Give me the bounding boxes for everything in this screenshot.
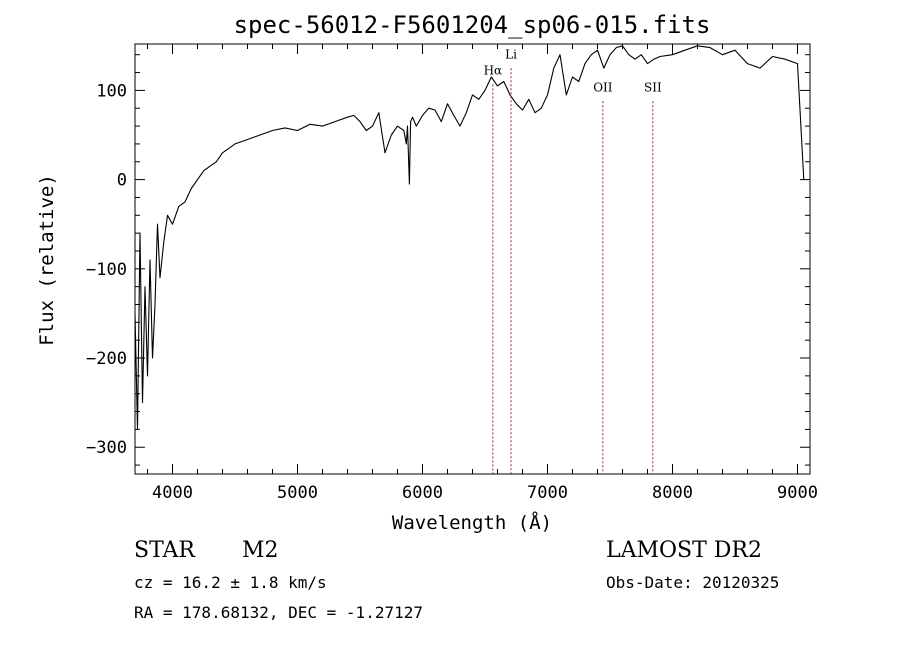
- x-tick-label: 7000: [527, 483, 568, 503]
- x-axis-label: Wavelength (Å): [392, 511, 552, 534]
- y-tick-label: −300: [86, 438, 127, 458]
- axes: 4000 5000 6000 7000 8000 9000 −300 −200 −100 0 100: [86, 43, 818, 503]
- y-tick-label: 0: [117, 171, 127, 191]
- x-tick-label: 5000: [277, 483, 318, 503]
- redshift-label: cz = 16.2 ± 1.8 km/s: [134, 573, 327, 592]
- spectrum-line: [134, 45, 805, 430]
- object-type-label: STAR: [134, 538, 195, 563]
- plot-area: [134, 45, 805, 430]
- y-tick-label: 100: [96, 81, 127, 101]
- survey-label: LAMOST DR2: [606, 538, 762, 563]
- line-marker-label: OII: [593, 80, 613, 94]
- plot-frame: [134, 43, 811, 475]
- line-marker-label: Hα: [484, 63, 503, 77]
- y-axis-label: Flux (relative): [36, 174, 58, 346]
- x-tick-label: 9000: [777, 483, 818, 503]
- y-tick-label: −200: [86, 349, 127, 369]
- x-tick-label: 6000: [402, 483, 443, 503]
- line-marker-label: SII: [644, 80, 662, 94]
- chart-title: spec-56012-F5601204_sp06-015.fits: [234, 11, 711, 39]
- object-subclass-label: M2: [242, 538, 279, 563]
- y-tick-label: −100: [86, 260, 127, 280]
- x-tick-label: 8000: [652, 483, 693, 503]
- coordinates-label: RA = 178.68132, DEC = -1.27127: [134, 603, 423, 622]
- line-marker-label: Li: [505, 47, 517, 61]
- x-tick-label: 4000: [152, 483, 193, 503]
- obs-date-label: Obs-Date: 20120325: [606, 573, 780, 592]
